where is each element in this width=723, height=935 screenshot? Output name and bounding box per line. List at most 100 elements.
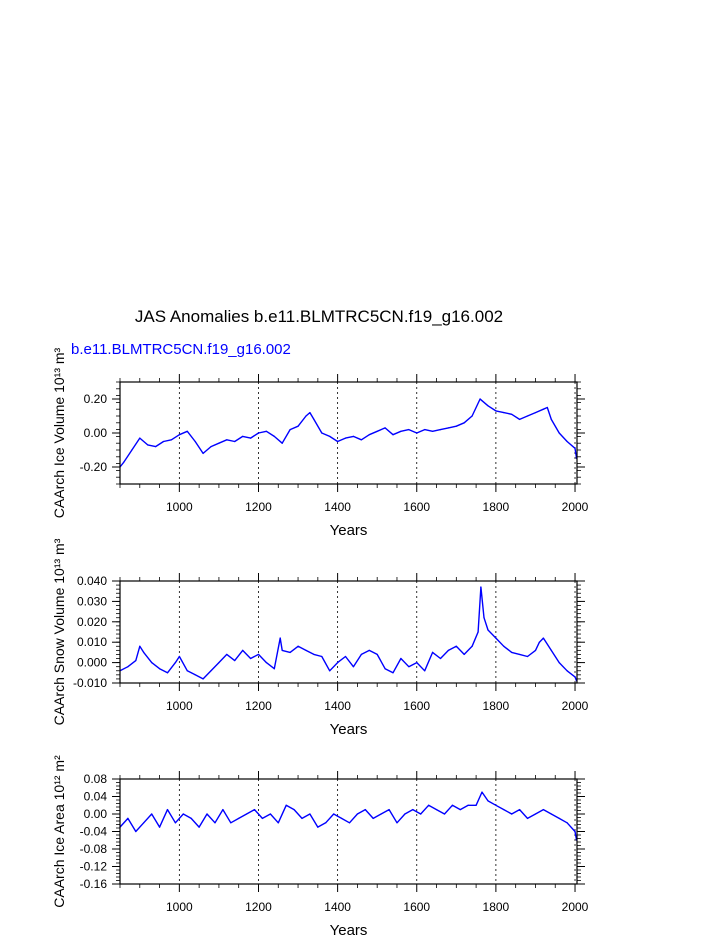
data-point	[368, 434, 370, 436]
data-point	[218, 662, 220, 664]
data-point	[249, 437, 252, 439]
legend-series-label: b.e11.BLMTRC5CN.f19_g16.002	[71, 341, 291, 358]
data-point	[139, 645, 141, 647]
data-point	[481, 400, 483, 402]
data-point	[408, 666, 410, 668]
y-tick-label--0.16: -0.16	[80, 877, 108, 891]
data-point	[477, 631, 479, 633]
data-point	[170, 439, 173, 441]
data-point	[261, 817, 264, 819]
data-point	[317, 826, 319, 828]
data-point	[246, 813, 248, 815]
x-tick-label-1200: 1200	[245, 900, 272, 914]
data-point	[384, 668, 386, 670]
data-point	[174, 822, 176, 824]
data-point	[281, 442, 283, 444]
data-point	[265, 430, 267, 432]
x-tick-label-2000: 2000	[562, 900, 589, 914]
panel-3: 1000 1200 1400 1600 1800 2000 -0.16 -0.12 -0.08 -…	[51, 755, 589, 935]
x-tick-label-1800: 1800	[483, 699, 510, 713]
data-point	[151, 813, 153, 815]
data-point	[420, 813, 422, 815]
data-point	[151, 662, 153, 664]
data-point	[495, 804, 497, 806]
data-point	[455, 645, 457, 647]
data-point	[158, 826, 161, 828]
y-axis-label: CAArch Ice Volume 10¹³ m³	[51, 347, 67, 518]
data-point	[238, 817, 240, 819]
data-point	[503, 645, 505, 647]
data-point	[364, 809, 366, 811]
x-tick-label-1600: 1600	[403, 500, 430, 514]
data-point	[526, 817, 529, 819]
data-point	[313, 418, 315, 420]
x-tick-label-1600: 1600	[403, 699, 430, 713]
data-point	[447, 427, 450, 429]
data-point	[483, 617, 485, 619]
data-point	[210, 446, 212, 448]
data-point	[269, 813, 271, 815]
data-point	[424, 429, 426, 431]
data-point	[526, 415, 529, 417]
data-point	[226, 439, 228, 441]
data-point	[503, 412, 505, 414]
data-point	[265, 662, 267, 664]
data-point	[447, 649, 450, 651]
data-point	[242, 649, 244, 651]
data-point	[408, 429, 410, 431]
data-point	[202, 452, 204, 454]
data-point	[558, 662, 560, 664]
y-tick-label-0.040: 0.040	[77, 574, 107, 588]
data-point	[412, 809, 414, 811]
data-point	[340, 817, 343, 819]
y-tick-label-0.08: 0.08	[84, 772, 108, 786]
data-point	[166, 809, 169, 811]
data-point	[174, 662, 176, 664]
x-tick-label-1800: 1800	[483, 900, 510, 914]
data-point	[400, 657, 402, 660]
data-point	[558, 817, 560, 819]
data-point	[511, 651, 513, 654]
data-point	[372, 817, 374, 819]
y-tick-label--0.010: -0.010	[73, 676, 107, 690]
data-point	[566, 440, 568, 443]
data-point	[534, 649, 537, 651]
data-point	[178, 434, 180, 436]
panel-1: 1000 1200 1400 1600 1800 2000 -0.20 0.00 0.20 Yea…	[51, 347, 589, 539]
plot-frame	[119, 778, 578, 885]
data-point	[534, 412, 537, 414]
data-point	[162, 440, 165, 443]
data-point	[534, 813, 537, 815]
data-point	[257, 653, 260, 656]
data-point	[143, 651, 145, 654]
data-point	[309, 412, 311, 414]
data-point	[428, 804, 430, 806]
y-tick-label-0.020: 0.020	[77, 615, 107, 629]
data-point	[558, 432, 560, 434]
data-point	[526, 655, 529, 658]
x-tick-label-2000: 2000	[562, 500, 589, 514]
data-point	[392, 434, 394, 436]
data-point	[273, 668, 275, 670]
data-point	[495, 637, 497, 639]
data-point	[186, 430, 188, 432]
series-line-1	[119, 398, 578, 468]
data-point	[182, 813, 184, 815]
data-point	[519, 653, 521, 656]
data-point	[337, 662, 339, 664]
data-point	[178, 655, 180, 658]
data-point	[297, 645, 299, 647]
data-point	[519, 809, 521, 811]
data-point	[439, 657, 442, 660]
y-tick-label-0.010: 0.010	[77, 635, 107, 649]
data-point	[487, 405, 489, 407]
data-point	[475, 804, 477, 806]
data-point	[305, 415, 307, 417]
data-point	[190, 817, 192, 819]
x-tick-label-1800: 1800	[483, 500, 510, 514]
x-tick-label-1200: 1200	[245, 500, 272, 514]
data-point	[186, 670, 188, 672]
y-tick-label--0.04: -0.04	[80, 825, 108, 839]
data-point	[435, 809, 438, 811]
